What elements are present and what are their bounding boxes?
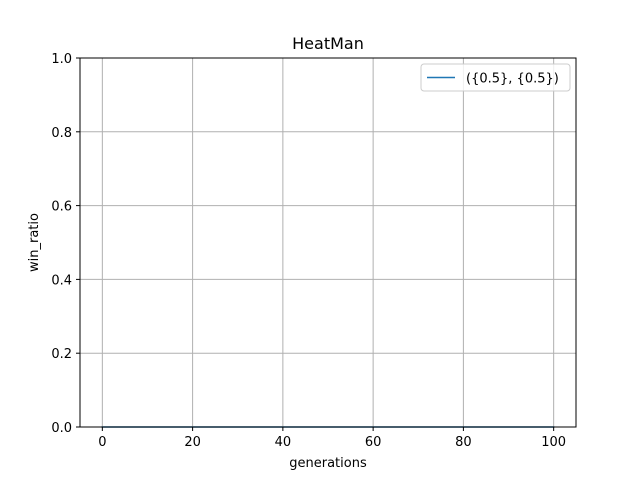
axis-ticks: 0 20 40 60 80 100 0.0 0.2 0.4 0.6 0.8 1.0 bbox=[51, 52, 566, 450]
chart-title: HeatMan bbox=[292, 34, 364, 53]
x-tick-label: 40 bbox=[275, 435, 292, 450]
y-tick-label: 0.2 bbox=[51, 347, 72, 362]
y-tick-label: 0.4 bbox=[51, 273, 72, 288]
x-tick-label: 80 bbox=[455, 435, 472, 450]
legend-label: ({0.5}, {0.5}) bbox=[466, 72, 559, 87]
plot-frame bbox=[79, 57, 577, 428]
x-tick-label: 0 bbox=[98, 435, 106, 450]
x-tick-label: 100 bbox=[541, 435, 566, 450]
grid bbox=[80, 57, 576, 428]
y-axis-label: win_ratio bbox=[27, 213, 42, 272]
y-tick-label: 0.8 bbox=[51, 126, 72, 141]
x-tick-label: 20 bbox=[184, 435, 201, 450]
legend: ({0.5}, {0.5}) bbox=[420, 63, 571, 92]
x-tick-label: 60 bbox=[365, 435, 382, 450]
y-tick-label: 1.0 bbox=[51, 52, 72, 67]
y-tick-label: 0.6 bbox=[51, 200, 72, 215]
legend-box bbox=[420, 63, 571, 92]
y-tick-label: 0.0 bbox=[51, 421, 72, 436]
x-axis-label: generations bbox=[289, 456, 367, 471]
